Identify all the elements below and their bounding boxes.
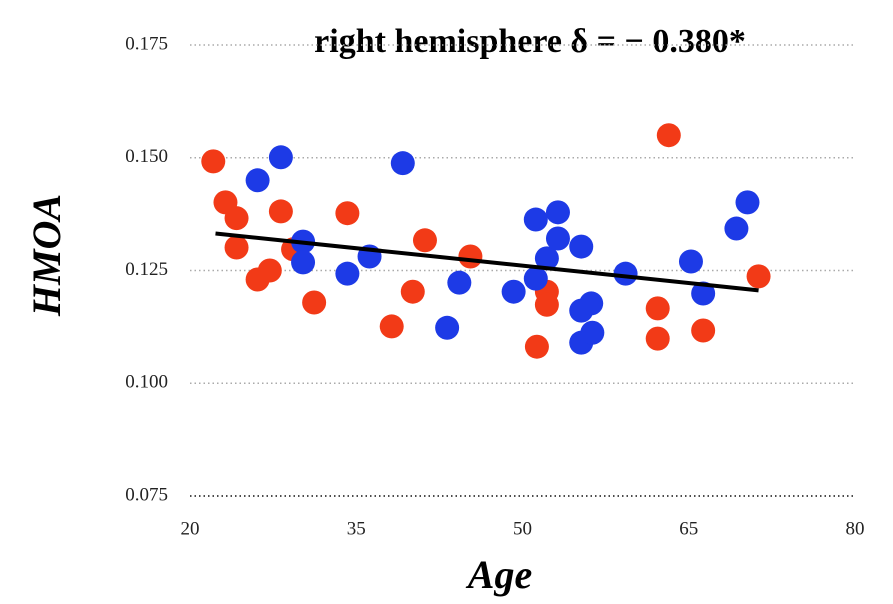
point bbox=[447, 270, 472, 295]
point bbox=[390, 151, 415, 176]
point bbox=[735, 190, 760, 215]
point bbox=[534, 292, 559, 317]
point bbox=[545, 226, 570, 251]
point bbox=[613, 261, 638, 286]
point bbox=[268, 145, 293, 170]
point bbox=[645, 326, 670, 351]
x-axis-label: Age bbox=[465, 552, 532, 597]
point bbox=[257, 258, 282, 283]
point bbox=[224, 206, 249, 231]
y-tick-label: 0.175 bbox=[125, 33, 168, 54]
point bbox=[524, 334, 549, 359]
point bbox=[523, 266, 548, 291]
point bbox=[245, 168, 270, 193]
point bbox=[523, 207, 548, 232]
point bbox=[534, 246, 559, 271]
point bbox=[569, 234, 594, 259]
point bbox=[691, 318, 716, 343]
point bbox=[412, 228, 437, 253]
point bbox=[335, 261, 360, 286]
fit-line bbox=[215, 231, 759, 293]
point bbox=[724, 216, 749, 241]
x-tick-label: 50 bbox=[513, 518, 532, 539]
y-tick-label: 0.125 bbox=[125, 259, 168, 280]
point bbox=[678, 249, 703, 274]
point bbox=[335, 201, 360, 226]
y-axis-label: HMOA bbox=[24, 194, 69, 317]
point bbox=[656, 123, 681, 148]
point bbox=[268, 199, 293, 224]
point bbox=[458, 244, 483, 269]
point bbox=[501, 279, 526, 304]
point bbox=[291, 250, 316, 275]
point bbox=[545, 200, 570, 225]
chart-title: right hemisphere δ = − 0.380* bbox=[314, 23, 746, 60]
y-tick-label: 0.075 bbox=[125, 484, 168, 505]
point bbox=[224, 235, 249, 260]
point bbox=[379, 314, 404, 339]
point bbox=[580, 320, 605, 345]
x-tick-label: 80 bbox=[846, 518, 865, 539]
y-tick-label: 0.150 bbox=[125, 146, 168, 167]
x-tick-label: 35 bbox=[347, 518, 366, 539]
point bbox=[746, 264, 771, 289]
point bbox=[645, 296, 670, 321]
point bbox=[302, 290, 327, 315]
x-tick-label: 20 bbox=[181, 518, 200, 539]
point bbox=[691, 281, 716, 306]
point bbox=[201, 149, 226, 174]
point bbox=[400, 279, 425, 304]
x-tick-label: 65 bbox=[679, 518, 698, 539]
point bbox=[579, 291, 604, 316]
point bbox=[435, 315, 460, 340]
y-tick-label: 0.100 bbox=[125, 372, 168, 393]
